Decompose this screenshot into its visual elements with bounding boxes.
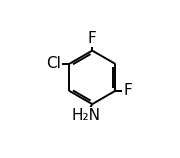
Text: F: F	[88, 31, 97, 46]
Text: H₂N: H₂N	[71, 108, 100, 123]
Text: F: F	[123, 83, 132, 98]
Text: Cl: Cl	[46, 56, 61, 71]
